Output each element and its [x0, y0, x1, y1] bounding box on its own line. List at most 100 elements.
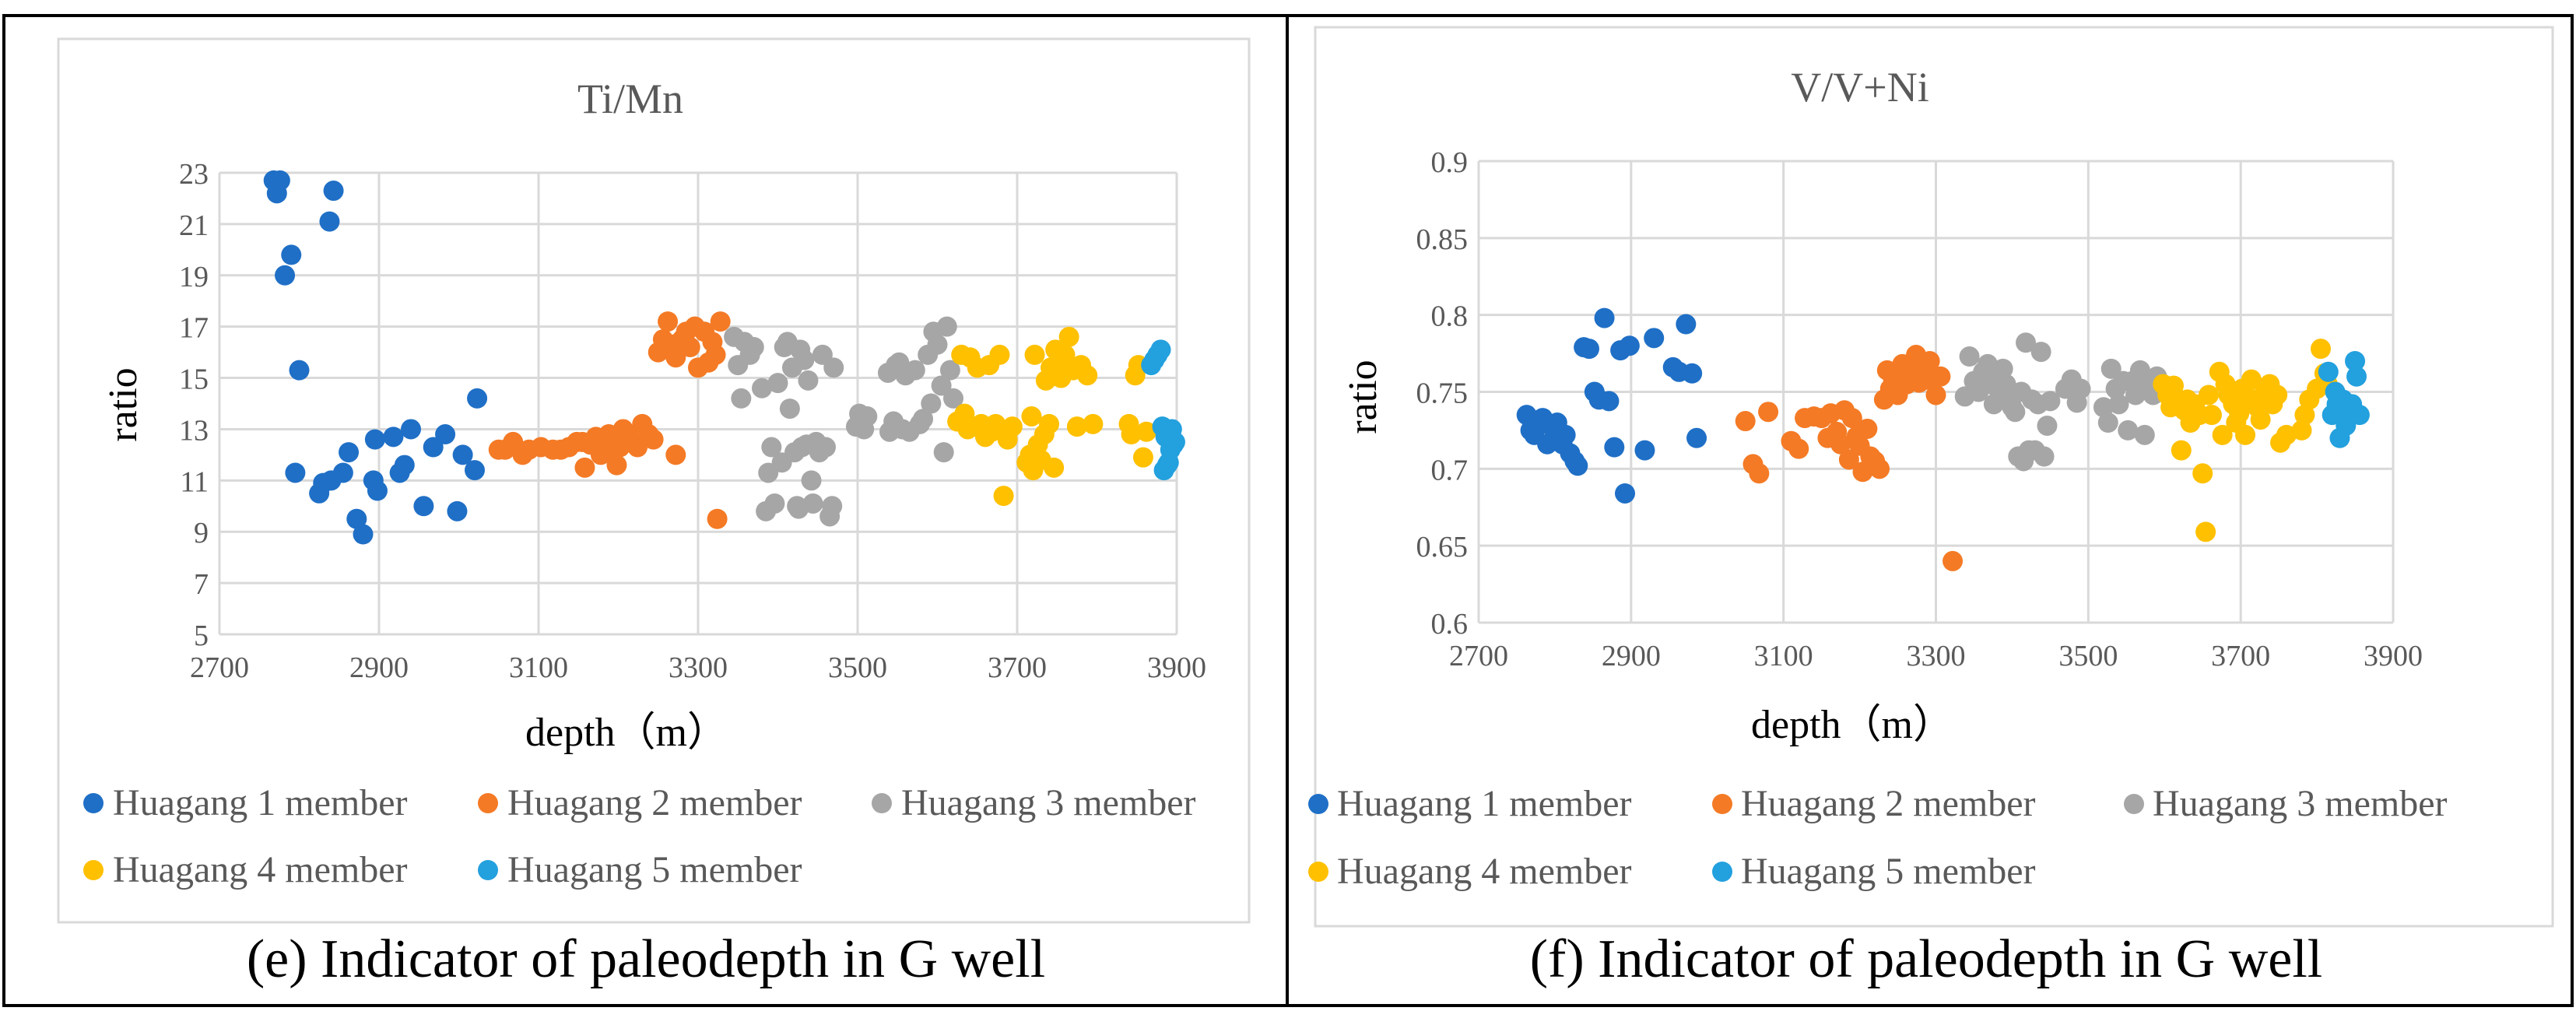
chart-f-x-tick-label: 2700 [1449, 640, 1508, 672]
data-point [665, 347, 686, 368]
panel-f: V/V+Ni 0.6 0.65 0.7 0.75 0.8 0.85 0.9 2700 2900… [1308, 26, 2554, 989]
chart-e-x-tick-label: 3900 [1147, 651, 1206, 684]
data-point [1943, 550, 1964, 571]
data-point [1121, 424, 1142, 445]
data-point [1857, 418, 1878, 439]
legend-f-marker-3 [2124, 794, 2144, 814]
data-point [413, 496, 434, 517]
caption-f: (f) Indicator of paleodepth in G well [1530, 929, 2323, 989]
data-point [1634, 440, 1655, 461]
chart-f-y-tick-label: 0.8 [1431, 300, 1469, 333]
data-point [989, 344, 1010, 365]
chart-f-y-label: ratio [1341, 360, 1385, 434]
chart-e-x-tick-label: 3700 [988, 651, 1047, 684]
chart-f-y-tick-label: 0.7 [1431, 454, 1469, 486]
chart-e-y-tick-label: 19 [179, 261, 209, 293]
data-point [798, 370, 819, 391]
data-point [2199, 384, 2220, 405]
data-point [2118, 419, 2139, 441]
data-point [1136, 421, 1157, 442]
legend-f-marker-2 [1712, 794, 1732, 814]
data-point [857, 405, 878, 427]
data-point [2108, 394, 2129, 415]
data-point [665, 444, 686, 465]
data-point [1077, 365, 1098, 386]
data-point [465, 460, 485, 481]
data-point [2318, 361, 2339, 382]
data-point [1002, 416, 1023, 437]
data-point [1978, 353, 1999, 374]
data-point [1132, 447, 1153, 468]
data-point [731, 388, 752, 409]
data-point [921, 393, 942, 414]
data-point [401, 419, 421, 440]
chart-f-legend: Huagang 1 member Huagang 2 member Huagan… [1308, 783, 2448, 892]
data-point [2241, 369, 2262, 390]
data-point [606, 455, 627, 476]
data-point [1066, 416, 1087, 437]
legend-f-marker-1 [1308, 794, 1328, 814]
chart-e-y-tick-label: 9 [194, 517, 209, 549]
data-point [2349, 405, 2370, 426]
legend-e-marker-5 [478, 860, 498, 880]
data-point [2345, 350, 2366, 371]
chart-e-y-ticks: 5 7 9 11 13 15 17 19 21 23 [179, 158, 209, 652]
data-point [281, 244, 302, 265]
data-point [2093, 397, 2114, 418]
chart-f-y-tick-label: 0.6 [1431, 608, 1469, 641]
data-point [2201, 405, 2222, 426]
data-point [332, 462, 353, 483]
data-point [2276, 424, 2297, 445]
data-point [816, 437, 836, 458]
data-point [2250, 409, 2271, 430]
data-point [1619, 335, 1640, 356]
legend-f-marker-4 [1308, 862, 1328, 882]
chart-e-title: Ti/Mn [577, 75, 683, 122]
data-point [794, 349, 815, 370]
data-point [1788, 438, 1809, 459]
chart-f-x-tick-label: 3900 [2364, 640, 2423, 672]
data-point [1930, 366, 1951, 387]
legend-e-label-3: Huagang 3 member [901, 782, 1196, 823]
data-point [275, 265, 296, 286]
data-point [1841, 408, 1862, 429]
chart-f-x-tick-label: 3500 [2058, 640, 2118, 672]
data-point [2125, 384, 2146, 405]
data-point [2212, 424, 2233, 445]
data-point [2005, 402, 2026, 423]
data-point [1058, 326, 1079, 347]
data-point [658, 311, 679, 332]
data-point [1992, 358, 2013, 379]
chart-f-x-tick-label: 3300 [1907, 640, 1966, 672]
data-point [353, 524, 374, 545]
data-point [1555, 424, 1576, 445]
data-point [1995, 374, 2016, 395]
data-point [1735, 411, 1756, 432]
data-point [2034, 446, 2055, 467]
data-point [1594, 307, 1615, 328]
chart-e-y-label: ratio [101, 367, 146, 441]
data-point [1838, 449, 1859, 470]
chart-e-y-tick-label: 21 [179, 209, 209, 242]
legend-e-label-5: Huagang 5 member [507, 849, 802, 890]
data-point [2294, 405, 2315, 426]
data-point [364, 429, 385, 450]
data-point [1083, 413, 1104, 434]
chart-e-y-tick-label: 11 [180, 465, 209, 498]
data-point [761, 437, 782, 458]
data-point [2171, 440, 2192, 461]
legend-f-label-1: Huagang 1 member [1337, 783, 1632, 824]
data-point [2336, 415, 2357, 436]
data-point [2100, 358, 2122, 379]
chart-f-x-tick-label: 2900 [1602, 640, 1661, 672]
data-point [913, 409, 934, 430]
data-point [269, 170, 290, 191]
legend-f-marker-5 [1712, 862, 1732, 882]
chart-e-y-tick-label: 23 [179, 158, 209, 191]
chart-e-y-tick-label: 13 [179, 414, 209, 447]
chart-f-y-ticks: 0.6 0.65 0.7 0.75 0.8 0.85 0.9 [1416, 146, 1469, 641]
chart-e-y-tick-label: 7 [194, 568, 209, 601]
data-point [801, 470, 822, 491]
data-point [993, 486, 1014, 507]
chart-f-y-tick-label: 0.85 [1416, 223, 1469, 256]
